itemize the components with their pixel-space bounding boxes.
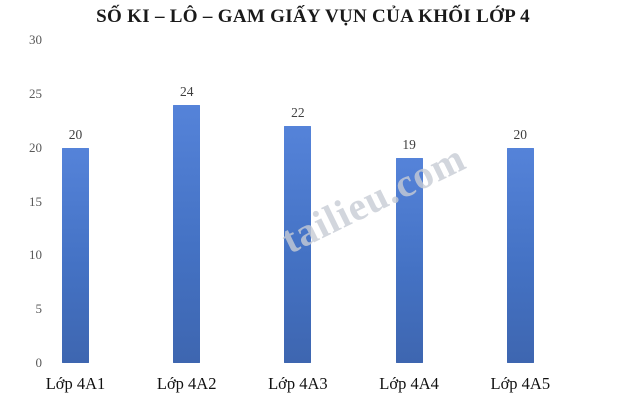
x-axis-label: Lớp 4A3 bbox=[268, 374, 328, 393]
bar-value-label: 24 bbox=[179, 83, 194, 99]
x-axis-label: Lớp 4A5 bbox=[490, 374, 551, 393]
bar bbox=[395, 158, 423, 363]
y-axis-tick-label: 30 bbox=[29, 32, 42, 47]
chart-title: SỐ KI – LÔ – GAM GIẤY VỤN CỦA KHỐI LỚP 4 bbox=[96, 6, 530, 27]
bar bbox=[173, 104, 201, 363]
x-axis-label: Lớp 4A4 bbox=[379, 374, 439, 393]
bar bbox=[284, 126, 312, 363]
y-axis-tick-label: 0 bbox=[35, 355, 43, 370]
bar-value-label: 20 bbox=[513, 126, 528, 142]
y-axis-tick-label: 10 bbox=[29, 247, 42, 263]
bar bbox=[506, 147, 534, 363]
bar bbox=[62, 147, 89, 363]
bar-value-label: 22 bbox=[291, 105, 305, 121]
bar-value-label: 19 bbox=[402, 137, 416, 153]
y-axis-tick-label: 5 bbox=[35, 301, 43, 317]
y-axis-tick-label: 20 bbox=[29, 139, 42, 155]
watermark: tailieu.com bbox=[273, 134, 473, 262]
y-axis-tick-label: 25 bbox=[29, 85, 42, 101]
x-axis-label: Lớp 4A1 bbox=[45, 374, 106, 393]
bar-value-label: 20 bbox=[68, 126, 83, 142]
y-axis-tick-label: 15 bbox=[29, 193, 42, 209]
x-axis-label: Lớp 4A2 bbox=[156, 374, 217, 393]
